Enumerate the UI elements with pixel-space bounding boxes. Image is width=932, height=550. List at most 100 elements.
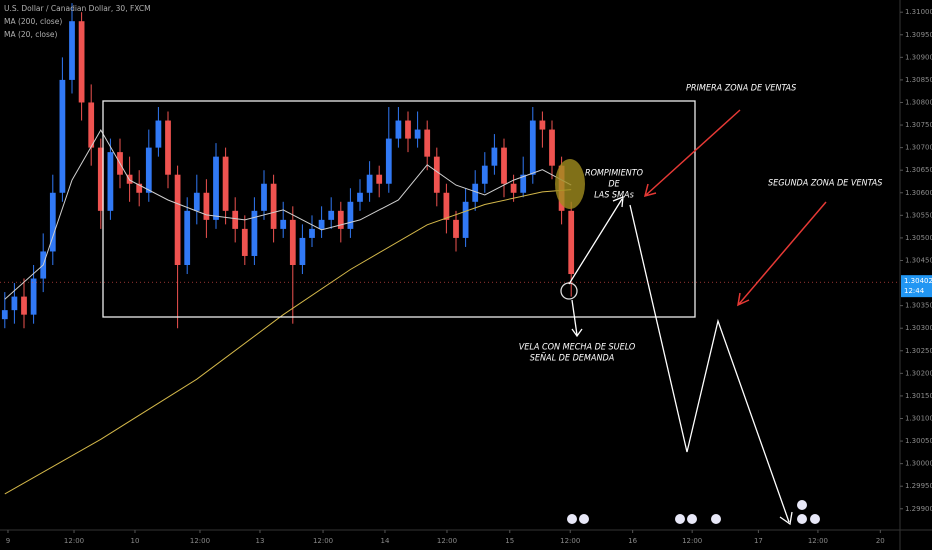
y-tick-label: 1.30450 [905,256,932,264]
candle-body [270,183,277,229]
y-tick-label: 1.30050 [905,437,932,445]
candle-body [491,147,498,166]
legend-entry: MA (200, close) [4,17,62,26]
candle-body [395,120,402,139]
candle-body [11,296,18,311]
event-icon [579,514,589,524]
candle-body [433,156,440,193]
candle-body [414,129,421,139]
y-tick-label: 1.30600 [905,189,932,197]
y-tick-label: 1.30350 [905,302,932,310]
candle-body [136,183,143,193]
y-tick-label: 1.30150 [905,392,932,400]
x-tick-label: 13 [256,537,265,545]
candle-body [424,129,431,157]
candle-body [501,147,507,184]
annotation: SEGUNDA ZONA DE VENTAS [768,179,882,189]
x-tick-label: 12:00 [808,537,828,545]
candle-body [184,210,191,265]
candle-body [261,183,267,211]
y-tick-label: 1.30700 [905,144,932,152]
event-icon [797,514,807,524]
candle-body [155,120,162,148]
x-tick-label: 20 [876,537,885,545]
candle-body [568,210,575,275]
candle-body [520,174,527,193]
y-tick-label: 1.30950 [905,31,932,39]
candle-body [88,102,95,148]
annotation: ROMPIMIENTO [585,169,644,179]
y-tick-label: 1.30650 [905,166,932,174]
annotation: LAS SMAs [594,191,634,201]
candle-body [174,174,181,265]
event-icon [567,514,577,524]
x-tick-label: 12:00 [64,537,84,545]
price-tag [901,275,932,298]
plot [1,3,575,495]
y-tick-label: 1.30800 [905,98,932,106]
event-icon [810,514,820,524]
y-tick-label: 1.30200 [905,369,932,377]
candle-body [347,201,354,229]
candle-body [299,237,306,265]
candle-body [385,138,392,184]
y-tick-label: 1.30550 [905,211,932,219]
event-icon [797,500,807,510]
event-icon [675,514,685,524]
candle-body [203,192,210,220]
annotation: VELA CON MECHA DE SUELO [519,343,636,353]
candle-body [318,219,325,229]
y-tick-label: 1.29950 [905,482,932,490]
candle-body [366,174,373,193]
x-tick-label: 12:00 [437,537,457,545]
event-icon [687,514,697,524]
x-tick-label: 12:00 [682,537,702,545]
annotation: SEÑAL DE DEMANDA [530,353,615,364]
arrow [568,195,624,285]
candle-body [289,219,296,265]
y-tick-label: 1.30100 [905,414,932,422]
x-tick-label: 12:00 [313,537,333,545]
candle-body [97,147,104,211]
candle-body [357,192,363,202]
candle-body [21,296,27,315]
arrow [643,109,741,198]
event-icons [567,500,820,524]
candle-body [539,120,546,130]
candle-body [165,120,171,175]
candle-body [405,120,411,139]
y-tick-label: 1.30300 [905,324,932,332]
candle-body [462,201,469,238]
candle-body [472,183,479,202]
y-tick-label: 1.30500 [905,234,932,242]
candle-body [69,21,75,80]
legend-entry: MA (20, close) [4,30,58,39]
x-tick-label: 12:00 [560,537,580,545]
candle-body [443,192,450,220]
price-label: 1.30402 [904,277,932,285]
arrow [629,204,793,526]
candle-body [337,210,344,229]
arrow [737,201,827,307]
countdown-label: 12:44 [904,287,925,295]
candle-body [232,210,239,229]
candle-body [376,174,383,184]
x-tick-label: 9 [6,537,10,545]
y-tick-label: 1.30000 [905,460,932,468]
x-tick-label: 17 [754,537,763,545]
candle-body [49,192,56,252]
candle-body [481,165,488,184]
candle-body [213,156,219,220]
candle-body [1,310,8,320]
candle-body [309,228,315,238]
candle-body [193,192,200,211]
candle-body [30,278,37,315]
candle-body [328,210,335,220]
candle-body [145,147,152,193]
moving-average [4,189,572,495]
candle-body [510,183,517,193]
y-tick-label: 1.31000 [905,8,932,16]
candle-body [107,152,114,211]
